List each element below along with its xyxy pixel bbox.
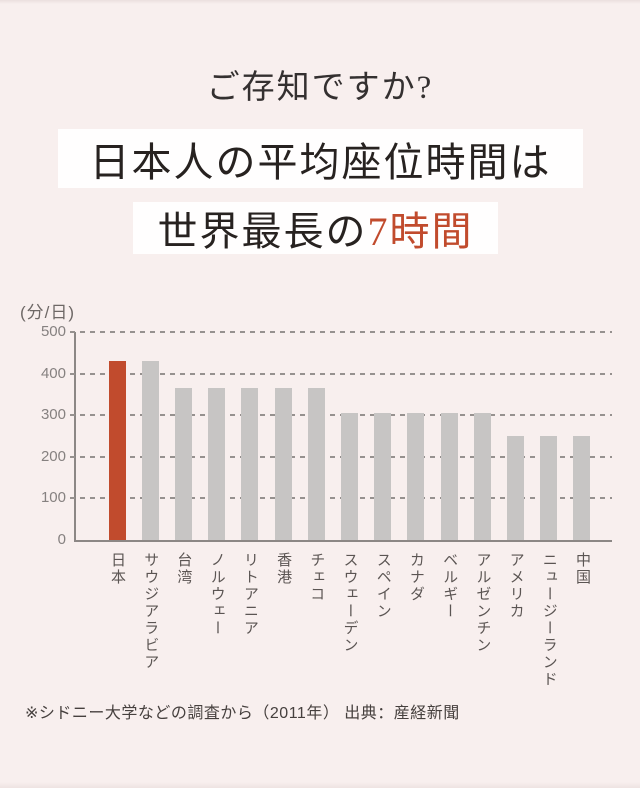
chart-bar-1 — [108, 361, 126, 540]
country-label-9: スペイン — [374, 552, 392, 620]
country-label-10: カナダ — [407, 552, 425, 603]
country-label-4: ノルウェー — [208, 552, 226, 637]
chart-bar-8 — [340, 413, 358, 540]
headline-line2-highlight: 7時間 — [367, 209, 474, 254]
headline-line1-text: 日本人の平均座位時間は — [89, 139, 552, 185]
chart-bar-12 — [473, 413, 491, 540]
y-tick-label-400: 400 — [40, 364, 66, 382]
country-label-6: 香港 — [275, 552, 293, 586]
country-label-13: アメリカ — [507, 552, 525, 620]
chart-bar-7 — [307, 388, 325, 540]
chart-bar-10 — [407, 413, 425, 540]
chart-bar-11 — [440, 413, 458, 540]
headline-band-2: 世界最長の 7時間 — [133, 202, 498, 254]
y-tick-label-0: 0 — [57, 531, 66, 548]
chart-bar-5 — [241, 388, 259, 540]
chart-bar-2 — [141, 361, 159, 540]
country-label-1: 日本 — [109, 552, 126, 586]
chart-bar-3 — [174, 388, 192, 540]
x-axis-baseline — [74, 540, 612, 542]
bottom-edge-shading — [0, 782, 640, 788]
country-label-14: ニュージーランド — [540, 552, 558, 688]
page-title: ご存知ですか? — [206, 70, 434, 106]
country-label-15: 中国 — [573, 552, 591, 586]
y-axis-tick-labels: 0 100 200 300 400 500 — [0, 323, 66, 548]
chart-bar-13 — [507, 436, 525, 540]
chart-bar-9 — [374, 413, 392, 540]
chart-bar-14 — [540, 436, 558, 540]
y-tick-label-100: 100 — [40, 489, 66, 507]
top-edge-shading — [0, 0, 640, 4]
country-label-8: スウェーデン — [341, 552, 359, 654]
y-tick-label-300: 300 — [40, 406, 66, 424]
y-tick-label-200: 200 — [40, 447, 66, 465]
x-axis-category-labels: 日本 サウジアラビア 台湾 ノルウェー リトアニア 香港 チェコ スウェーデン スペイン カナダベ… — [76, 552, 612, 692]
country-label-2: サウジアラビア — [142, 552, 160, 671]
country-label-7: チェコ — [308, 552, 326, 603]
country-label-11: ベルギー — [441, 552, 459, 620]
source-note: ※シドニー大学などの調査から（2011年） 出典：産経新聞 — [25, 705, 460, 722]
chart-bar-4 — [208, 388, 226, 540]
country-label-12: アルゼンチン — [474, 552, 492, 654]
gridline-400 — [70, 372, 612, 375]
plot-area — [70, 331, 612, 542]
y-axis-line — [74, 332, 76, 542]
chart-bar-6 — [274, 388, 292, 540]
gridline-500 — [70, 331, 612, 333]
y-axis-unit-label: (分/日) — [20, 303, 76, 322]
headline-band-1: 日本人の平均座位時間は — [58, 129, 583, 188]
country-label-3: 台湾 — [175, 552, 193, 586]
y-tick-label-500: 500 — [40, 323, 66, 340]
chart-bar-15 — [573, 436, 591, 540]
headline-line2-text: 世界最長の — [157, 209, 368, 254]
country-label-5: リトアニア — [241, 552, 259, 637]
